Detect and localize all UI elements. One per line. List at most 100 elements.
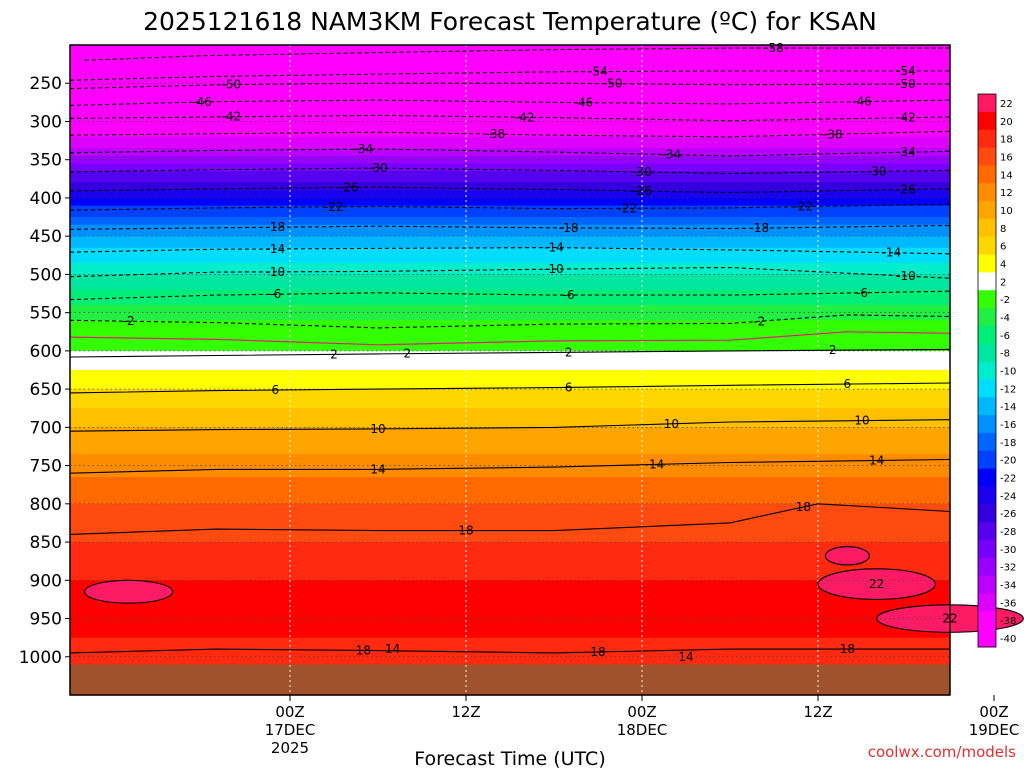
temperature-band [70,270,950,276]
contour-label: -14 [882,246,902,260]
colorbar-label: -6 [1000,331,1010,342]
temperature-band [70,87,950,92]
temperature-band [70,163,950,168]
temperature-band [70,373,950,379]
contour-label: -22 [618,201,638,215]
temperature-band [70,576,950,581]
colorbar-label: -40 [1000,634,1016,645]
temperature-band [70,488,950,493]
temperature-band [70,316,950,321]
temperature-band [70,396,950,402]
temperature-band [70,113,950,119]
temperature-fill [70,45,1024,696]
contour-label: 2 [330,347,338,361]
temperature-band [70,312,950,318]
temperature-band [70,56,950,61]
temperature-band [70,534,950,539]
colorbar-swatch [978,450,996,470]
colorbar-label: -26 [1000,509,1016,520]
colorbar-swatch [978,272,996,291]
contour-line [69,290,951,301]
temperature-band [70,362,950,367]
pressure-tick-label: 450 [30,227,62,247]
colorbar-label: -10 [1000,367,1016,378]
temperature-band [70,152,950,157]
temperature-band [70,545,950,551]
temperature-band [70,102,950,107]
temperature-band [70,553,950,558]
temperature-band [70,45,950,50]
temperature-band [70,293,950,298]
colorbar-swatch [978,94,996,113]
temperature-band [70,354,950,360]
temperature-band [70,377,950,383]
color-scale-legend: 22 20 18 16 14 12 10 8 6 4 2 -2 -4 -6 -8 -10 -12 -14 -16 -1… [977,93,1016,648]
temperature-band [70,415,950,421]
colorbar-swatch [978,522,996,541]
contour-label: -14 [544,241,564,255]
temperature-band [70,236,950,241]
temperature-band [70,148,950,153]
contour-label: -26 [896,183,916,197]
temperature-band [70,117,950,123]
temperature-band [70,442,950,448]
time-tick-label: 18DEC [617,721,668,739]
temperature-band [70,324,950,329]
temperature-band [70,438,950,444]
ground-terrain [70,664,950,695]
temperature-band [70,358,950,363]
colorbar-swatch [978,611,996,630]
temperature-band [70,144,950,149]
surface-contour-label: 14 [678,650,693,664]
temperature-band [70,251,950,256]
contour-label: -18 [750,221,770,235]
contour-label: -6 [856,286,868,300]
contour-label: -2 [123,314,135,328]
pressure-tick-label: 900 [30,571,62,591]
contour-label: 2 [829,343,837,357]
temperature-band [70,427,950,432]
temperature-band [70,381,950,386]
temperature-band [70,408,950,413]
colorbar-label: 4 [1000,259,1006,270]
colorbar-swatch [978,557,996,577]
temperature-band [70,301,950,306]
colorbar-label: -16 [1000,420,1016,431]
temperature-contours [69,47,1024,654]
pressure-tick-label: 800 [30,495,62,515]
temperature-band [70,587,950,593]
time-tick-label: 17DEC [265,721,316,739]
pressure-tick-label: 250 [30,74,62,94]
contour-line [69,130,951,138]
temperature-band [70,282,950,287]
temperature-band [70,308,950,314]
contour-label: -6 [269,287,281,301]
colorbar-label: 8 [1000,224,1006,235]
colorbar-label: 16 [1000,152,1013,163]
colorbar-swatch [978,343,996,363]
temperature-band [70,626,950,631]
contour-line [69,314,951,329]
temperature-band [70,519,950,524]
temperature-band [70,652,950,658]
pressure-tick-label: 300 [30,112,62,132]
colorbar-swatch [978,236,996,256]
contour-label: 10 [854,414,869,428]
colorbar-label: -32 [1000,563,1016,574]
colorbar-swatch [978,539,996,559]
temperature-band [70,320,950,325]
colorbar-label: -8 [1000,349,1010,360]
temperature-band [70,98,950,103]
colorbar-swatch [978,486,996,505]
temperature-band [70,454,950,459]
temperature-band [70,622,950,627]
temperature-band [70,580,950,585]
contour-label: 18 [590,645,605,659]
temperature-band [70,538,950,543]
temperature-band [70,392,950,398]
temperature-band [70,630,950,635]
contour-label: -10 [266,265,286,279]
contour-label: 6 [565,380,573,394]
contour-label: -58 [764,41,784,55]
